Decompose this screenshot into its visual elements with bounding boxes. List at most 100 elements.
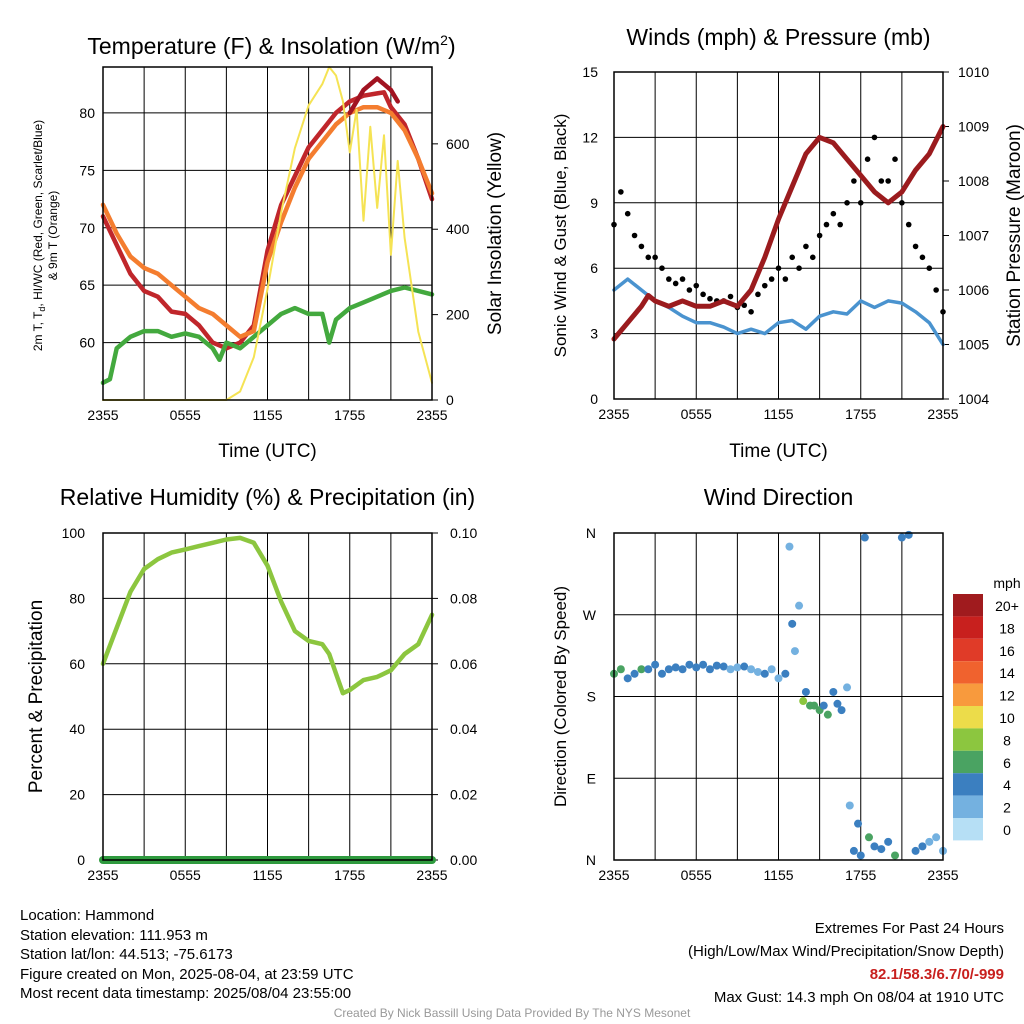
gust-point: [885, 178, 891, 184]
direction-point: [788, 619, 797, 628]
y-tick-label: N: [586, 852, 596, 868]
direction-point: [833, 699, 842, 708]
gust-point: [768, 276, 775, 282]
panel-0: 2355 0555 1155 1755 2355 60 65 70 75 80 0 200 400 600…: [31, 32, 506, 462]
gust-point: [933, 287, 939, 293]
direction-point: [747, 665, 756, 674]
direction-point: [860, 533, 869, 542]
direction-point: [849, 846, 858, 855]
y-tick-label: 15: [582, 64, 598, 80]
direction-point: [904, 530, 913, 539]
gust-point: [631, 232, 638, 239]
gust-point: [659, 265, 665, 272]
direction-point: [843, 683, 852, 692]
direction-point: [932, 833, 941, 842]
series-line-2m-t: [100, 90, 435, 351]
direction-point: [837, 706, 846, 715]
x-tick-label: 2355: [598, 406, 629, 422]
gust-point: [857, 200, 864, 206]
y2-axis-label: Solar Insolation (Yellow): [485, 132, 506, 335]
y2-tick-label: 1010: [958, 64, 989, 80]
gust-point: [775, 265, 782, 272]
colorbar-swatch: [953, 773, 983, 796]
direction-point: [740, 662, 749, 671]
gust-point: [871, 134, 878, 141]
direction-point: [760, 669, 769, 678]
gust-point: [803, 243, 809, 250]
series-line-insolation: [102, 66, 433, 401]
colorbar-label: 2: [1003, 800, 1011, 816]
direction-point: [897, 533, 906, 542]
gust-point: [823, 221, 830, 228]
x-tick-label: 2355: [927, 867, 958, 883]
colorbar-swatch: [953, 706, 983, 729]
chart-title: Winds (mph) & Pressure (mb): [626, 24, 930, 50]
colorbar-swatch: [953, 818, 983, 841]
colorbar-label: 8: [1003, 732, 1011, 748]
direction-point: [712, 661, 721, 670]
info-recent: Most recent data timestamp: 2025/08/04 2…: [20, 985, 352, 1002]
direction-point: [623, 674, 632, 683]
direction-point: [918, 842, 927, 851]
direction-point: [753, 667, 762, 676]
direction-point: [699, 660, 708, 669]
chart-title: Temperature (F) & Insolation (W/m2): [87, 32, 455, 59]
x-axis-label: Time (UTC): [218, 441, 317, 462]
gust-point: [645, 254, 652, 261]
gust-point: [878, 178, 885, 184]
colorbar-label: 16: [999, 643, 1015, 659]
direction-point: [911, 846, 920, 855]
direction-point: [616, 665, 625, 674]
direction-point: [664, 665, 673, 674]
extremes-subtitle: (High/Low/Max Wind/Precipitation/Snow De…: [688, 943, 1004, 960]
colorbar-label: 12: [999, 688, 1015, 704]
chart-title: Wind Direction: [704, 484, 854, 510]
x-tick-label: 2355: [416, 407, 447, 423]
gust-point: [899, 200, 905, 206]
gust-point: [672, 280, 679, 287]
gust-point: [618, 189, 624, 195]
direction-point: [719, 662, 728, 671]
direction-point: [678, 665, 687, 674]
direction-point: [799, 697, 808, 706]
gust-point: [727, 293, 734, 300]
x-tick-label: 1155: [763, 406, 793, 422]
plot-frame: [613, 532, 944, 861]
series-line-station-pressure: [611, 124, 946, 342]
panel-1: 2355 0555 1155 1755 235503691215100410051006…: [551, 24, 1024, 462]
gust-point: [912, 243, 919, 250]
gust-point: [700, 291, 706, 298]
x-tick-label: 1755: [334, 867, 365, 883]
gust-point: [864, 156, 871, 162]
series-line-relative-humidity: [100, 535, 435, 696]
y-axis-label: Percent & Precipitation: [26, 600, 47, 793]
info-created: Figure created on Mon, 2025-08-04, at 23…: [20, 965, 354, 983]
direction-point: [801, 687, 810, 696]
chart-title: Relative Humidity (%) & Precipitation (i…: [60, 484, 475, 510]
y2-tick-label: 1008: [958, 173, 989, 189]
x-tick-label: 2355: [598, 867, 629, 883]
y2-tick-label: 0.08: [450, 590, 477, 606]
colorbar-label: 0: [1003, 822, 1011, 838]
direction-point: [884, 837, 893, 846]
y-tick-label: 40: [69, 721, 85, 737]
y-tick-label: 12: [582, 129, 598, 145]
gust-point: [892, 156, 898, 162]
colorbar-label: 14: [999, 665, 1015, 681]
x-tick-label: 0555: [681, 406, 712, 422]
direction-point: [790, 647, 799, 656]
y2-tick-label: 1007: [958, 228, 989, 244]
station-info: Location: Hammond Station elevation: 111…: [20, 906, 354, 1004]
gust-point: [679, 276, 686, 282]
y-axis-label: Sonic Wind & Gust (Blue, Black): [551, 114, 570, 358]
direction-point: [671, 663, 680, 672]
x-tick-label: 1755: [845, 867, 876, 883]
x-tick-label: 0555: [170, 867, 201, 883]
x-tick-label: 1155: [252, 867, 282, 883]
y2-tick-label: 0.06: [450, 656, 477, 672]
x-tick-label: 1755: [334, 407, 365, 423]
y-tick-label: W: [583, 607, 597, 623]
y2-tick-label: 0.00: [450, 852, 477, 868]
y2-tick-label: 1004: [958, 391, 989, 407]
